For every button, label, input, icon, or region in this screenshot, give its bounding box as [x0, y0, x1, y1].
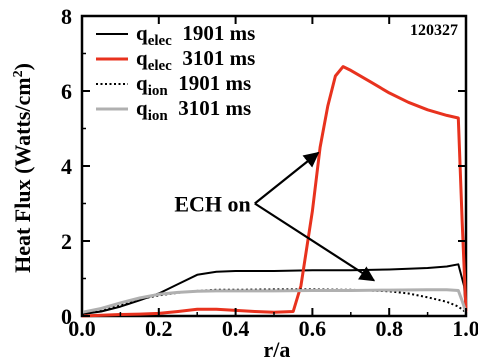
- x-tick-label: 1.0: [452, 316, 478, 341]
- x-axis-title: r/a: [264, 337, 291, 362]
- x-tick-label: 0.4: [222, 316, 250, 341]
- legend-label-elec-1901-ms: qelec 1901 ms: [136, 21, 255, 49]
- x-tick-label: 0.8: [375, 316, 403, 341]
- series-layer: [81, 65, 468, 318]
- series-line-elec-1901-ms: [81, 263, 467, 316]
- y-tick-label: 4: [61, 154, 72, 179]
- series-line-elec-3101-ms: [81, 65, 468, 318]
- series-line-ion-1901-ms: [81, 288, 467, 316]
- x-tick-label: 0.2: [145, 316, 173, 341]
- legend-label-ion-1901-ms: qion 1901 ms: [136, 71, 251, 99]
- y-tick-label: 2: [61, 229, 72, 254]
- y-axis-title: Heat Flux (Watts/cm2): [10, 63, 35, 273]
- annotation-arrow: [254, 151, 320, 205]
- y-tick-label: 6: [61, 79, 72, 104]
- axis-layer: 0.0 0.2 0.4 0.6 0.8 1.0 0 2 4 6 8: [61, 4, 478, 341]
- annotation-arrow: [254, 202, 376, 282]
- x-tick-label: 0.0: [68, 316, 96, 341]
- annotation-layer: ECH on: [174, 151, 376, 282]
- y-tick-label: 8: [61, 4, 72, 29]
- legend-label-elec-3101-ms: qelec 3101 ms: [136, 46, 255, 74]
- legend-label-ion-3101-ms: qion 3101 ms: [136, 96, 251, 124]
- annotation-ech-on: ECH on: [174, 192, 250, 217]
- y-tick-label: 0: [61, 304, 72, 329]
- shot-number-label: 120327: [410, 22, 458, 39]
- x-tick-label: 0.6: [299, 316, 327, 341]
- series-line-ion-3101-ms: [81, 288, 468, 314]
